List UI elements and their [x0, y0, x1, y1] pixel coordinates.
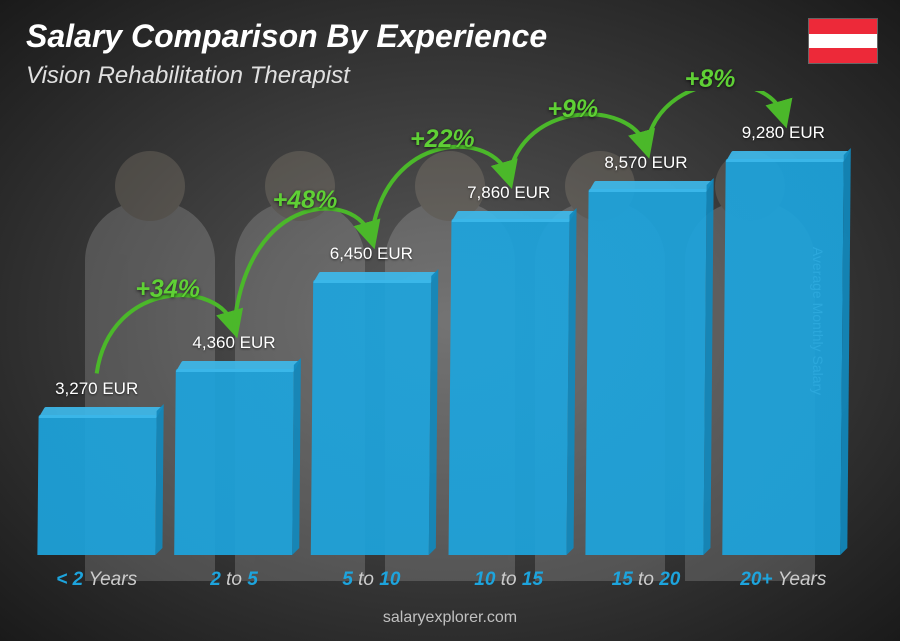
flag-stripe [809, 34, 877, 49]
bar [37, 415, 156, 555]
country-flag-austria [808, 18, 878, 64]
pct-change-label: +22% [410, 125, 475, 154]
bar-slot: 3,270 EUR [28, 91, 165, 555]
x-axis-label: 5 to 10 [303, 569, 440, 591]
bar [174, 369, 294, 555]
bar [585, 189, 706, 555]
bar-slot: 4,360 EUR [165, 91, 302, 555]
x-axis-label: < 2 Years [28, 569, 165, 591]
pct-change-label: +9% [547, 95, 598, 124]
salary-chart: Salary Comparison By Experience Vision R… [0, 0, 900, 641]
bar-slot: 6,450 EUR [303, 91, 440, 555]
plot-area: 3,270 EUR 4,360 EUR 6,450 EUR 7,860 EUR 8,57… [28, 91, 852, 591]
bar-value-label: 4,360 EUR [192, 333, 275, 353]
flag-stripe [809, 48, 877, 63]
bar [311, 280, 431, 555]
attribution: salaryexplorer.com [383, 609, 517, 627]
x-axis-label: 2 to 5 [165, 569, 302, 591]
bar-slot: 8,570 EUR [577, 91, 714, 555]
bar [723, 159, 845, 555]
x-axis-label: 20+ Years [715, 569, 852, 591]
bar-value-label: 9,280 EUR [742, 123, 825, 143]
pct-change-label: +34% [135, 275, 200, 304]
x-axis-label: 10 to 15 [440, 569, 577, 591]
bar [448, 219, 569, 555]
bar-value-label: 6,450 EUR [330, 244, 413, 264]
chart-title: Salary Comparison By Experience [26, 18, 547, 55]
pct-change-label: +48% [273, 186, 338, 215]
chart-subtitle: Vision Rehabilitation Therapist [26, 62, 350, 90]
pct-change-label: +8% [685, 65, 736, 94]
bars-row: 3,270 EUR 4,360 EUR 6,450 EUR 7,860 EUR 8,57… [28, 91, 852, 555]
bar-value-label: 3,270 EUR [55, 379, 138, 399]
x-labels-row: < 2 Years2 to 55 to 1010 to 1515 to 2020… [28, 569, 852, 591]
bar-slot: 7,860 EUR [440, 91, 577, 555]
bar-value-label: 7,860 EUR [467, 183, 550, 203]
x-axis-label: 15 to 20 [577, 569, 714, 591]
flag-stripe [809, 19, 877, 34]
bar-value-label: 8,570 EUR [604, 153, 687, 173]
bar-slot: 9,280 EUR [715, 91, 852, 555]
